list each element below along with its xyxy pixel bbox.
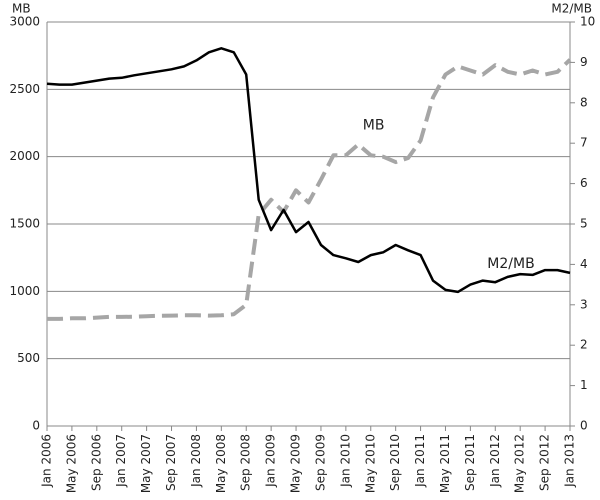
x-tick-label: May 2011	[438, 434, 452, 493]
y-axis-label: MB	[12, 2, 31, 16]
y2-tick-label: 1	[580, 378, 588, 392]
y2-axis-label: M2/MB	[551, 2, 592, 16]
x-tick-label: Sep 2007	[164, 434, 178, 491]
y-tick-label: 1000	[9, 284, 40, 298]
x-tick-label: May 2006	[64, 434, 78, 493]
series-label: M2/MB	[487, 256, 534, 272]
y2-tick-label: 7	[580, 136, 588, 150]
y-tick-label: 500	[17, 351, 40, 365]
x-tick-label: Jan 2009	[264, 434, 278, 488]
x-tick-label: Jan 2013	[563, 434, 577, 488]
y-tick-label: 1500	[9, 217, 40, 231]
y-tick-label: 2000	[9, 149, 40, 163]
x-tick-label: Jan 2008	[189, 434, 203, 488]
y-tick-label: 3000	[9, 15, 40, 29]
x-tick-label: Jan 2010	[338, 434, 352, 488]
series-label: MB	[363, 117, 385, 133]
y2-tick-label: 2	[580, 338, 588, 352]
x-tick-label: Jan 2012	[488, 434, 502, 488]
x-tick-label: May 2012	[513, 434, 527, 493]
y2-tick-label: 0	[580, 419, 588, 433]
y2-tick-label: 4	[580, 257, 588, 271]
y-tick-label: 2500	[9, 82, 40, 96]
x-tick-label: Sep 2012	[538, 434, 552, 491]
y2-tick-label: 5	[580, 217, 588, 231]
y2-tick-label: 10	[580, 15, 595, 29]
series-line	[47, 58, 572, 321]
y2-tick-label: 8	[580, 95, 588, 109]
x-tick-label: May 2007	[139, 434, 153, 493]
x-tick-label: Sep 2010	[388, 434, 402, 491]
x-tick-label: Sep 2006	[89, 434, 103, 491]
series-line	[46, 47, 571, 294]
y-tick-label: 0	[32, 419, 40, 433]
x-tick-label: Jan 2007	[114, 434, 128, 488]
x-tick-label: Sep 2008	[239, 434, 253, 491]
y2-tick-label: 9	[580, 55, 588, 69]
y2-tick-label: 6	[580, 176, 588, 190]
x-tick-label: Jan 2006	[40, 434, 54, 488]
x-tick-label: Jan 2011	[413, 434, 427, 488]
y2-tick-label: 3	[580, 297, 588, 311]
x-tick-label: May 2009	[289, 434, 303, 493]
x-tick-label: Sep 2009	[313, 434, 327, 491]
x-tick-label: May 2010	[363, 434, 377, 493]
x-tick-label: Sep 2011	[463, 434, 477, 491]
x-tick-label: May 2008	[214, 434, 228, 493]
